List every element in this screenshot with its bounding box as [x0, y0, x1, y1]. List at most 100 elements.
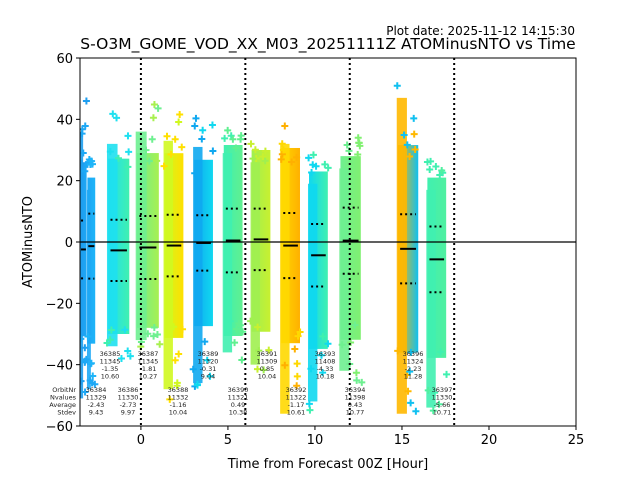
cluster-core	[87, 177, 96, 344]
outlier-marker	[296, 328, 304, 336]
x-tick-label: 25	[568, 433, 585, 448]
outlier-marker	[247, 140, 255, 148]
annotation-orbit: 36385	[100, 350, 121, 358]
outlier-marker	[353, 376, 361, 384]
outlier-marker	[251, 146, 259, 154]
cluster-tail	[163, 140, 173, 390]
outlier-marker	[321, 160, 329, 168]
outlier-marker	[191, 169, 199, 177]
outlier-marker	[171, 356, 179, 364]
outlier-marker	[319, 332, 327, 340]
outlier-marker	[406, 152, 414, 160]
annotation-nvalues: 11329	[86, 394, 107, 402]
outlier-marker	[253, 365, 261, 373]
cluster-tail	[86, 189, 91, 390]
outlier-marker	[81, 167, 89, 175]
outlier-marker	[412, 407, 420, 415]
annotation-average: -1.35	[102, 365, 119, 373]
outlier-marker	[435, 400, 443, 408]
outlier-marker	[199, 126, 207, 134]
annotation-nvalues: 11330	[432, 394, 453, 402]
outlier-marker	[291, 345, 299, 353]
annotation-average: 0.85	[260, 365, 274, 373]
outlier-marker	[277, 155, 285, 163]
outlier-marker	[261, 157, 269, 165]
legend-label: OrbitNr	[52, 386, 76, 394]
outlier-marker	[149, 114, 157, 122]
cluster-tail	[339, 168, 350, 371]
outlier-marker	[150, 332, 158, 340]
outlier-marker	[293, 372, 301, 380]
cluster-tail	[307, 183, 318, 402]
outlier-marker	[281, 361, 289, 369]
outlier-marker	[293, 153, 301, 161]
outlier-marker	[163, 132, 171, 140]
outlier-marker	[221, 134, 229, 142]
annotation-nvalues: 11345	[138, 358, 159, 366]
outlier-marker	[170, 323, 178, 331]
annotation-stdev: 10.71	[433, 409, 452, 417]
outlier-marker	[431, 389, 439, 397]
outlier-marker	[114, 154, 122, 162]
cluster-tail	[193, 146, 203, 384]
annotation-nvalues: 11322	[286, 394, 307, 402]
x-tick-label: 0	[137, 433, 145, 448]
y-tick-label: 60	[56, 52, 73, 67]
outlier-marker	[236, 321, 244, 329]
outlier-marker	[109, 110, 117, 118]
outlier-marker	[407, 348, 415, 356]
outlier-marker	[358, 378, 366, 386]
orbit-cluster-36391	[247, 140, 273, 374]
orbit-cluster-36386	[103, 110, 134, 362]
stat-lines	[81, 206, 445, 294]
annotation-stdev: 10.27	[139, 373, 158, 381]
outlier-marker	[153, 330, 161, 338]
outlier-marker	[148, 135, 156, 143]
annotation-orbit: 36384	[86, 386, 107, 394]
outlier-marker	[107, 326, 115, 334]
outlier-marker	[88, 379, 96, 387]
outlier-marker	[160, 162, 168, 170]
annotation-orbit: 36393	[315, 350, 336, 358]
reference-lines	[80, 58, 576, 426]
outlier-marker	[178, 143, 186, 151]
outlier-marker	[153, 157, 161, 165]
outlier-marker	[249, 155, 257, 163]
outlier-marker	[438, 166, 446, 174]
annotation-stdev: 9.43	[89, 409, 103, 417]
orbit-cluster-36397	[423, 157, 451, 415]
orbit-annotations: 3638411329-2.439.433638511345-1.3510.603…	[49, 350, 452, 417]
annotation-stdev: 10.38	[229, 409, 248, 417]
y-tick-label: 40	[56, 113, 73, 128]
cluster-tail	[222, 153, 233, 353]
outlier-marker	[125, 148, 133, 156]
outlier-marker	[306, 406, 314, 414]
annotation-average: -2.73	[120, 401, 137, 409]
annotation-orbit: 36391	[257, 350, 278, 358]
outlier-marker	[410, 114, 418, 122]
y-tick-label: 20	[56, 175, 73, 190]
outlier-marker	[175, 118, 183, 126]
outlier-marker	[443, 370, 451, 378]
outlier-marker	[117, 354, 125, 362]
annotation-average: 0.43	[348, 401, 362, 409]
outlier-marker	[355, 139, 363, 147]
outlier-marker	[167, 150, 175, 158]
outlier-marker	[231, 339, 239, 347]
outlier-marker	[150, 100, 158, 108]
annotation-orbit: 36392	[286, 386, 307, 394]
outlier-marker	[239, 328, 247, 336]
outlier-marker	[86, 157, 94, 165]
legend-label: Nvalues	[50, 394, 77, 402]
outlier-marker	[89, 372, 97, 380]
outlier-marker	[226, 317, 234, 325]
outlier-marker	[250, 319, 258, 327]
annotation-orbit: 36396	[403, 350, 424, 358]
orbit-cluster-36387	[135, 100, 164, 351]
